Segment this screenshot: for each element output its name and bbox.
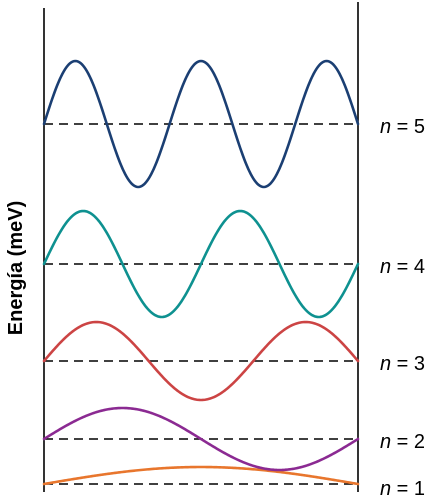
level-4-label: n = 4 [380,256,425,278]
level-2-label: n = 2 [380,431,425,453]
level-5-label: n = 5 [380,116,425,138]
level-1-label: n = 1 [380,478,425,500]
level-1-wavefunction [44,467,358,484]
level-3-label: n = 3 [380,353,425,375]
y-axis-title: Energía (meV) [5,201,27,335]
